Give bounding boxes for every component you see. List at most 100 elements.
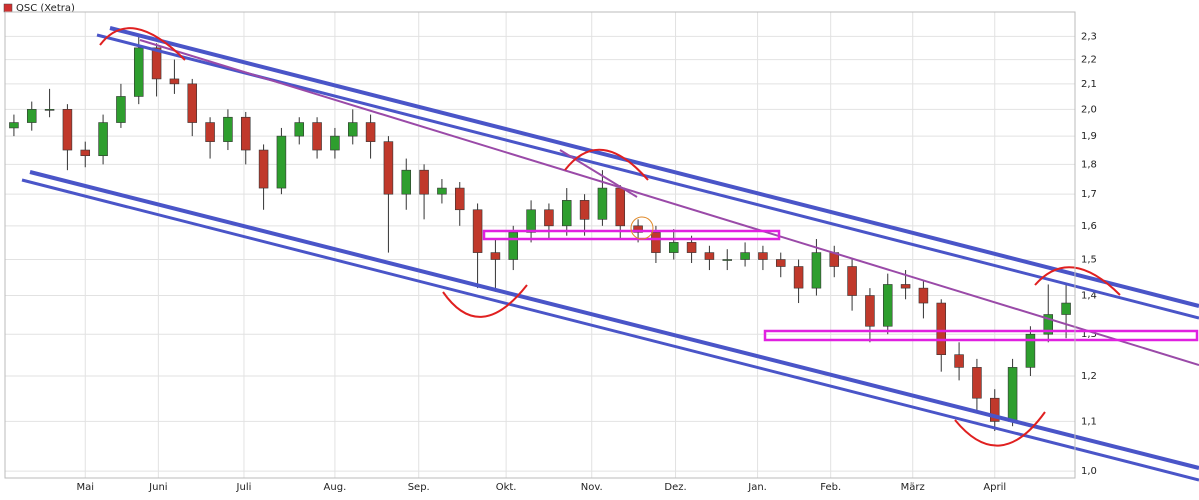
trend-line — [29, 170, 1199, 470]
candle-body — [722, 259, 733, 261]
candle-body — [954, 354, 964, 368]
y-tick-label: 2,1 — [1081, 79, 1097, 90]
candle-body — [597, 187, 608, 220]
candle-body — [419, 169, 429, 195]
candle-body — [936, 302, 947, 355]
trend-line — [21, 178, 1199, 482]
annotations — [21, 26, 1199, 482]
candle-body — [187, 83, 198, 123]
grid: 1,0 1,1 1,2 1,3 1,4 1,5 1,6 1,7 1,8 1,9 2,0 2,1 2,2 2… — [5, 12, 1097, 493]
candle-body — [133, 47, 144, 97]
arc — [1034, 266, 1121, 296]
candle-body — [1007, 367, 1018, 422]
y-tick-label: 1,0 — [1081, 466, 1097, 477]
candle-body — [330, 135, 340, 151]
candle-body — [668, 242, 679, 253]
y-tick-label: 1,8 — [1081, 159, 1097, 170]
candle-body — [865, 295, 875, 327]
arc — [564, 148, 649, 181]
candle-body — [775, 259, 786, 267]
x-tick-label: April — [983, 482, 1006, 493]
candle-body — [633, 225, 643, 233]
candle-body — [989, 397, 1000, 422]
candle-body — [686, 242, 697, 253]
y-tick-label: 1,9 — [1081, 131, 1097, 142]
y-tick-label: 1,6 — [1081, 221, 1097, 232]
candle-body — [454, 187, 465, 211]
y-tick-label: 1,3 — [1081, 329, 1097, 340]
candle-body — [98, 122, 108, 157]
candle-body — [116, 96, 126, 123]
x-tick-label: Juni — [148, 482, 167, 493]
arc — [99, 27, 186, 61]
candle-body — [472, 209, 483, 253]
y-tick-label: 2,3 — [1081, 31, 1097, 42]
candle-body — [544, 209, 554, 227]
candle-body — [276, 135, 287, 189]
x-tick-label: Nov. — [581, 482, 603, 493]
candle-body — [1043, 314, 1054, 335]
candle-body — [240, 116, 251, 151]
candle-body — [918, 287, 929, 304]
candle-body — [365, 122, 376, 142]
candle-body — [437, 187, 447, 195]
x-tick-label: Mai — [76, 482, 94, 493]
y-tick-label: 1,1 — [1081, 416, 1097, 427]
candle-body — [651, 232, 661, 253]
candle-body — [561, 200, 572, 227]
candle-body — [151, 47, 162, 80]
x-tick-label: Okt. — [496, 482, 517, 493]
y-tick-label: 1,7 — [1081, 189, 1097, 200]
candle-body — [740, 252, 750, 260]
x-tick-label: Aug. — [324, 482, 347, 493]
candle-body — [169, 78, 180, 85]
candle-body — [579, 200, 590, 220]
candle-body — [900, 284, 911, 289]
y-tick-label: 1,5 — [1081, 255, 1097, 266]
candle-body — [704, 252, 715, 260]
y-tick-label: 2,2 — [1081, 55, 1097, 66]
x-tick-label: Jan. — [747, 482, 767, 493]
candle-body — [205, 122, 215, 142]
candle-body — [615, 187, 626, 227]
candle-body — [490, 252, 501, 260]
x-tick-label: Sep. — [408, 482, 430, 493]
marker — [630, 216, 654, 240]
candle-body — [80, 149, 91, 157]
candle-body — [508, 232, 519, 260]
arc — [954, 411, 1046, 447]
candle-body — [223, 116, 233, 142]
x-tick-label: Juli — [236, 482, 252, 493]
candle-body — [758, 252, 768, 260]
trend-line — [109, 26, 1199, 308]
trend-line — [139, 39, 1199, 366]
legend-swatch — [3, 3, 13, 13]
trend-line — [559, 149, 638, 198]
candle-body — [9, 122, 19, 129]
candle-body — [294, 122, 305, 137]
candle-body — [526, 209, 536, 233]
candle-body — [811, 252, 822, 289]
candle-body — [401, 169, 412, 195]
zone — [763, 329, 1199, 342]
candle-body — [793, 266, 804, 289]
candle-body — [258, 149, 269, 189]
chart-title: QSC (Xetra) — [16, 3, 75, 14]
candle-body — [882, 284, 893, 327]
plot-frame — [4, 11, 1076, 479]
candle-body — [383, 141, 394, 195]
candle-body — [62, 109, 73, 151]
candle-body — [26, 109, 37, 123]
candle-body — [972, 367, 982, 399]
x-tick-label: Dez. — [664, 482, 686, 493]
candle-body — [347, 122, 358, 137]
candles — [9, 36, 1071, 431]
candle-body — [847, 266, 857, 296]
candle-body — [44, 109, 55, 111]
y-tick-label: 1,4 — [1081, 291, 1097, 302]
y-tick-label: 2,0 — [1081, 104, 1097, 115]
candle-body — [1061, 302, 1071, 315]
arc — [442, 284, 528, 318]
x-tick-label: März — [901, 482, 925, 493]
